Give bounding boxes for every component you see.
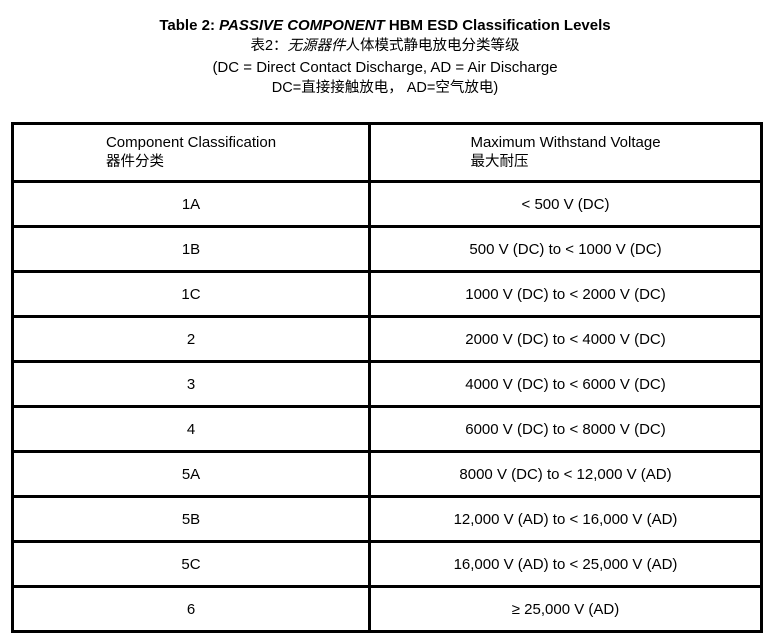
voltage-cell: 8000 V (DC) to < 12,000 V (AD): [368, 450, 763, 498]
classification-cell: 1C: [11, 270, 371, 318]
header-row: Component Classification 器件分类 Maximum Wi…: [11, 122, 763, 183]
voltage-cell: 1000 V (DC) to < 2000 V (DC): [368, 270, 763, 318]
title-emphasis: PASSIVE COMPONENT: [219, 17, 385, 34]
classification-cell: 5B: [11, 495, 371, 543]
classification-table: Component Classification 器件分类 Maximum Wi…: [11, 122, 763, 633]
classification-cell: 2: [11, 315, 371, 363]
header-classification-en: Component Classification: [105, 134, 277, 151]
voltage-cell: 12,000 V (AD) to < 16,000 V (AD): [368, 495, 763, 543]
table-row: 6 ≥ 25,000 V (AD): [11, 585, 763, 633]
column-header-voltage: Maximum Withstand Voltage 最大耐压: [368, 122, 763, 183]
legend-line-zh: DC=直接接触放电， AD=空气放电): [271, 80, 499, 96]
title-zh-prefix: 表2：: [250, 38, 288, 54]
table-row: 5A 8000 V (DC) to < 12,000 V (AD): [11, 450, 763, 498]
classification-cell: 4: [11, 405, 371, 453]
classification-cell: 6: [11, 585, 371, 633]
table-row: 1A < 500 V (DC): [11, 180, 763, 228]
voltage-cell: ≥ 25,000 V (AD): [368, 585, 763, 633]
classification-cell: 5C: [11, 540, 371, 588]
voltage-cell: 16,000 V (AD) to < 25,000 V (AD): [368, 540, 763, 588]
classification-cell: 3: [11, 360, 371, 408]
classification-cell: 5A: [11, 450, 371, 498]
header-voltage-zh: 最大耐压: [470, 154, 529, 170]
title-zh-suffix: 人体模式静电放电分类等级: [345, 38, 520, 54]
table-row: 3 4000 V (DC) to < 6000 V (DC): [11, 360, 763, 408]
column-header-classification: Component Classification 器件分类: [11, 122, 371, 183]
voltage-cell: 6000 V (DC) to < 8000 V (DC): [368, 405, 763, 453]
table-row: 5B 12,000 V (AD) to < 16,000 V (AD): [11, 495, 763, 543]
classification-cell: 1A: [11, 180, 371, 228]
title-suffix: HBM ESD Classification Levels: [384, 17, 611, 34]
title-prefix: Table 2:: [159, 17, 220, 34]
table-title: Table 2: PASSIVE COMPONENT HBM ESD Class…: [0, 15, 770, 36]
legend-line-en: (DC = Direct Contact Discharge, AD = Air…: [212, 59, 558, 76]
table-row: 1C 1000 V (DC) to < 2000 V (DC): [11, 270, 763, 318]
voltage-cell: 4000 V (DC) to < 6000 V (DC): [368, 360, 763, 408]
voltage-cell: 2000 V (DC) to < 4000 V (DC): [368, 315, 763, 363]
header-text-block: Maximum Withstand Voltage 最大耐压: [470, 133, 660, 172]
table-row: 5C 16,000 V (AD) to < 25,000 V (AD): [11, 540, 763, 588]
header-voltage-en: Maximum Withstand Voltage: [470, 134, 661, 151]
voltage-cell: < 500 V (DC): [368, 180, 763, 228]
table-row: 1B 500 V (DC) to < 1000 V (DC): [11, 225, 763, 273]
header-text-block: Component Classification 器件分类: [106, 133, 276, 172]
title-zh-emphasis: 无源器件: [287, 38, 346, 54]
table-row: 4 6000 V (DC) to < 8000 V (DC): [11, 405, 763, 453]
header-classification-zh: 器件分类: [105, 154, 164, 170]
voltage-cell: 500 V (DC) to < 1000 V (DC): [368, 225, 763, 273]
table-title-chinese: 表2：无源器件人体模式静电放电分类等级: [0, 36, 770, 57]
table-row: 2 2000 V (DC) to < 4000 V (DC): [11, 315, 763, 363]
title-block: Table 2: PASSIVE COMPONENT HBM ESD Class…: [0, 0, 770, 99]
classification-cell: 1B: [11, 225, 371, 273]
